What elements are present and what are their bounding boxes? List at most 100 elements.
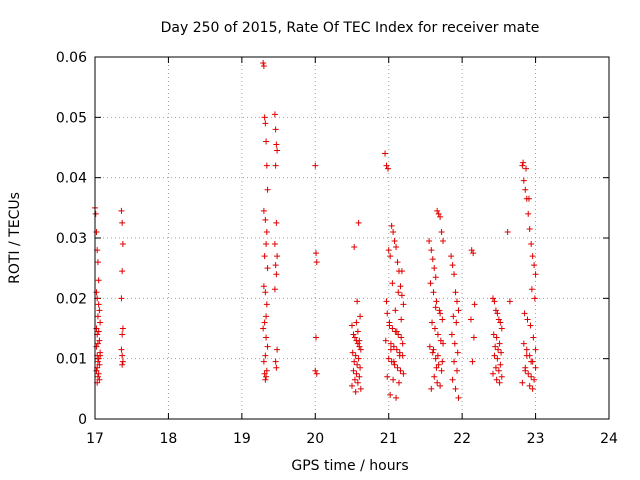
data-point: [260, 60, 267, 67]
data-point: [426, 343, 433, 350]
data-point: [455, 307, 462, 314]
data-point: [429, 319, 436, 326]
data-point: [390, 376, 397, 383]
data-point: [532, 364, 539, 371]
data-point: [260, 358, 267, 365]
data-point: [350, 331, 357, 338]
data-point: [271, 286, 278, 293]
data-point: [313, 250, 320, 257]
data-point: [398, 268, 405, 275]
data-point: [93, 343, 100, 350]
data-point: [354, 298, 361, 305]
data-point: [489, 295, 496, 302]
data-point: [452, 385, 459, 392]
data-point: [356, 373, 363, 380]
data-point: [400, 301, 407, 308]
data-point: [262, 216, 269, 223]
data-point: [263, 138, 270, 145]
data-point: [95, 277, 102, 284]
data-point: [353, 370, 360, 377]
data-point: [389, 325, 396, 332]
data-point: [397, 283, 404, 290]
data-point: [531, 262, 538, 269]
data-point: [491, 352, 498, 359]
data-point: [495, 346, 502, 353]
data-point: [436, 307, 443, 314]
data-point: [92, 210, 99, 217]
data-point: [356, 337, 363, 344]
data-point: [528, 241, 535, 248]
data-point: [429, 256, 436, 263]
data-point: [530, 334, 537, 341]
data-point: [357, 364, 364, 371]
data-point: [497, 361, 504, 368]
y-axis-label: ROTI / TECUs: [7, 192, 23, 284]
data-point: [468, 247, 475, 254]
data-point: [395, 289, 402, 296]
data-point: [449, 376, 456, 383]
data-point: [354, 361, 361, 368]
data-point: [382, 150, 389, 157]
data-point: [95, 355, 102, 362]
data-point: [350, 367, 357, 374]
data-point: [496, 379, 503, 386]
data-point: [351, 334, 358, 341]
data-point: [435, 210, 442, 217]
data-point: [529, 385, 536, 392]
data-point: [434, 379, 441, 386]
data-point: [493, 376, 500, 383]
data-point: [119, 219, 126, 226]
data-point: [528, 358, 535, 365]
data-point: [451, 358, 458, 365]
data-point: [354, 379, 361, 386]
data-point: [119, 241, 126, 248]
y-tick-label: 0.02: [56, 291, 87, 307]
data-point: [263, 228, 270, 235]
data-point: [264, 265, 271, 272]
data-point: [393, 346, 400, 353]
data-point: [119, 352, 126, 359]
data-point: [389, 280, 396, 287]
data-point: [393, 328, 400, 335]
data-point: [260, 325, 267, 332]
data-point: [430, 289, 437, 296]
data-point: [118, 207, 125, 214]
data-point: [385, 247, 392, 254]
data-point: [313, 259, 320, 266]
data-point: [448, 331, 455, 338]
data-point: [490, 331, 497, 338]
data-point: [97, 319, 104, 326]
data-point: [439, 358, 446, 365]
data-point: [520, 177, 527, 184]
data-point: [95, 328, 102, 335]
data-point: [354, 328, 361, 335]
data-point: [395, 331, 402, 338]
data-point: [391, 361, 398, 368]
data-point: [94, 259, 101, 266]
data-point: [274, 346, 281, 353]
data-point: [399, 340, 406, 347]
data-point: [351, 376, 358, 383]
data-point: [388, 222, 395, 229]
data-point: [391, 238, 398, 245]
data-point: [383, 162, 390, 169]
data-point: [383, 298, 390, 305]
data-point: [263, 334, 270, 341]
data-point: [96, 376, 103, 383]
x-tick-label: 19: [233, 431, 251, 447]
data-point: [493, 334, 500, 341]
data-point: [355, 219, 362, 226]
data-point: [349, 322, 355, 329]
data-point: [428, 385, 435, 392]
chart-title: Day 250 of 2015, Rate Of TEC Index for r…: [161, 20, 540, 36]
data-point: [93, 228, 100, 235]
data-point: [522, 186, 529, 193]
data-point: [93, 367, 100, 374]
data-point: [387, 391, 394, 398]
data-point: [274, 253, 281, 260]
data-point: [264, 343, 271, 350]
data-point: [96, 361, 103, 368]
x-tick-label: 20: [306, 431, 324, 447]
data-point: [439, 316, 446, 323]
data-point: [527, 322, 534, 329]
